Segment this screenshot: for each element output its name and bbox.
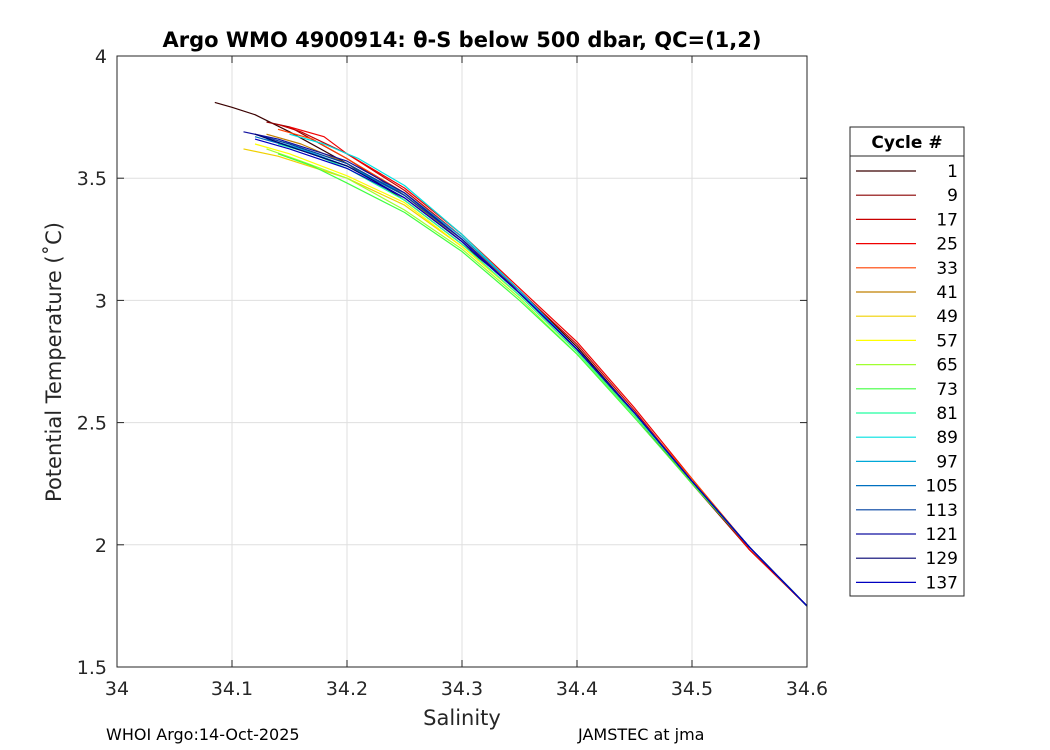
series-line (277, 153, 808, 607)
legend-label: 105 (926, 477, 958, 497)
x-tick-label: 34.2 (326, 678, 368, 700)
legend-label: 97 (936, 452, 958, 472)
y-tick-label: 3 (95, 290, 107, 312)
legend-label: 9 (947, 186, 958, 206)
series-line (254, 138, 808, 607)
legend-label: 1 (947, 162, 958, 182)
x-tick-label: 34 (105, 678, 129, 700)
x-tick-label: 34.6 (786, 678, 828, 700)
y-axis-label: Potential Temperature (˚C) (42, 222, 66, 502)
y-tick-label: 1.5 (77, 657, 107, 679)
legend-title: Cycle # (871, 133, 942, 153)
y-tick-label: 2.5 (77, 413, 107, 435)
x-tick-label: 34.3 (441, 678, 483, 700)
legend-label: 81 (936, 404, 958, 424)
legend-label: 41 (936, 283, 958, 303)
x-axis-label: Salinity (423, 706, 501, 730)
y-tick-label: 2 (95, 535, 107, 557)
legend-label: 33 (936, 259, 958, 279)
legend-box (849, 126, 965, 597)
series-layer (214, 101, 808, 607)
legend-label: 113 (926, 501, 958, 521)
legend-label: 65 (936, 356, 958, 376)
legend-label: 137 (926, 573, 958, 593)
y-axis-ticks: 1.5 2 2.5 3 3.5 4 (77, 46, 807, 679)
legend-label: 121 (926, 525, 958, 545)
x-tick-label: 34.1 (211, 678, 253, 700)
legend-label: 49 (936, 307, 958, 327)
legend-label: 89 (936, 428, 958, 448)
chart-title: Argo WMO 4900914: θ-S below 500 dbar, QC… (163, 28, 762, 52)
x-tick-label: 34.5 (671, 678, 713, 700)
y-tick-label: 4 (95, 46, 107, 68)
legend-label: 57 (936, 331, 958, 351)
legend-label: 17 (936, 210, 958, 230)
x-axis-ticks: 34 34.1 34.2 34.3 34.4 34.5 34.6 (105, 56, 828, 700)
legend-label: 73 (936, 380, 958, 400)
footer-source-date: WHOI Argo:14-Oct-2025 (106, 725, 300, 744)
x-tick-label: 34.4 (556, 678, 598, 700)
legend-label: 25 (936, 235, 958, 255)
y-tick-label: 3.5 (77, 168, 107, 190)
legend: Cycle # 1 9 17 25 33 41 49 57 65 73 81 89 97 105 113 12… (849, 126, 965, 597)
legend-label: 129 (926, 549, 958, 569)
footer-institution: JAMSTEC at jma (578, 725, 705, 744)
legend-entries: 1 9 17 25 33 41 49 57 65 73 81 89 97 105 113 121 129 137 (856, 162, 958, 593)
